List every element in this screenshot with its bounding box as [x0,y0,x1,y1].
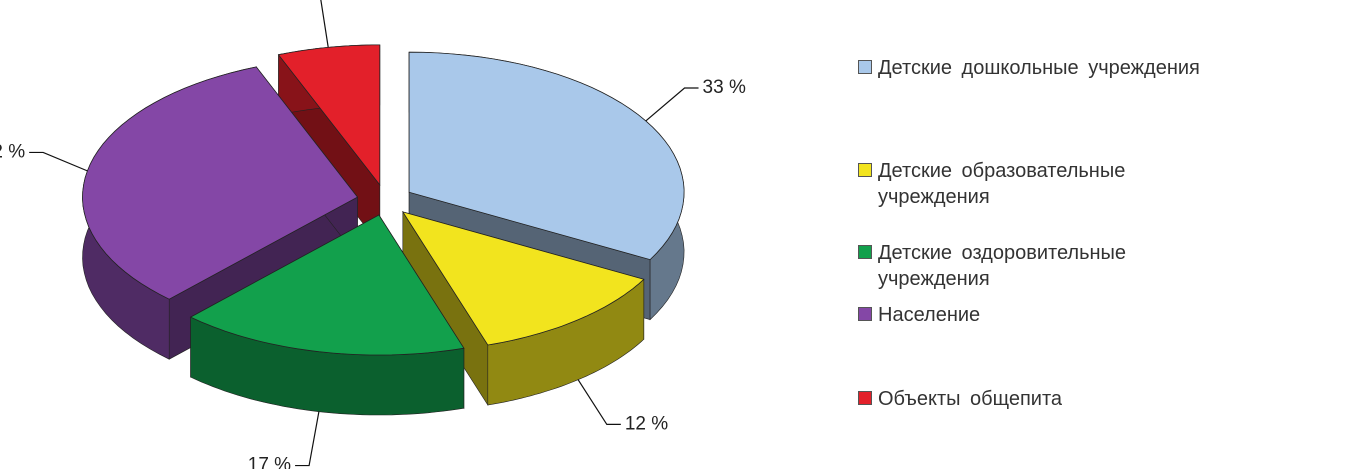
slice [82,66,359,300]
leader-line [29,151,88,172]
legend-label: Детские оздоровительные учреждения [878,242,1127,290]
data-label: 17 % [248,455,291,469]
legend-label: Детские дошкольные учреждения [878,57,1200,79]
pie-area: 33 % 12 % 17 % 32 % 6 % [0,0,746,469]
leader-line [295,411,320,467]
leader-line [645,87,699,122]
legend-item: Детские оздоровительные учреждения [858,240,1238,292]
legend-swatch [858,307,872,321]
slice [189,214,465,356]
legend-swatch [858,245,872,259]
legend-label: Детские образовательные учреждения [878,160,1126,208]
legend-swatch [858,391,872,405]
data-label: 12 % [625,413,668,434]
legend-swatch [858,60,872,74]
legend-swatch [858,163,872,177]
legend-item: Детские образовательные учреждения [858,158,1238,210]
legend-item: Объекты общепита [858,386,1238,412]
legend-label: Население [878,304,981,326]
leader-line [577,379,621,426]
data-label: 33 % [703,77,746,98]
legend-item: Население [858,302,1238,328]
data-label: 32 % [0,141,25,162]
slice [408,51,685,261]
data-label: 6 % [269,0,302,3]
legend-label: Объекты общепита [878,388,1063,410]
slice [277,44,381,187]
leader-line [320,0,329,48]
slice [401,211,645,346]
legend-item: Детские дошкольные учреждения [858,55,1238,81]
